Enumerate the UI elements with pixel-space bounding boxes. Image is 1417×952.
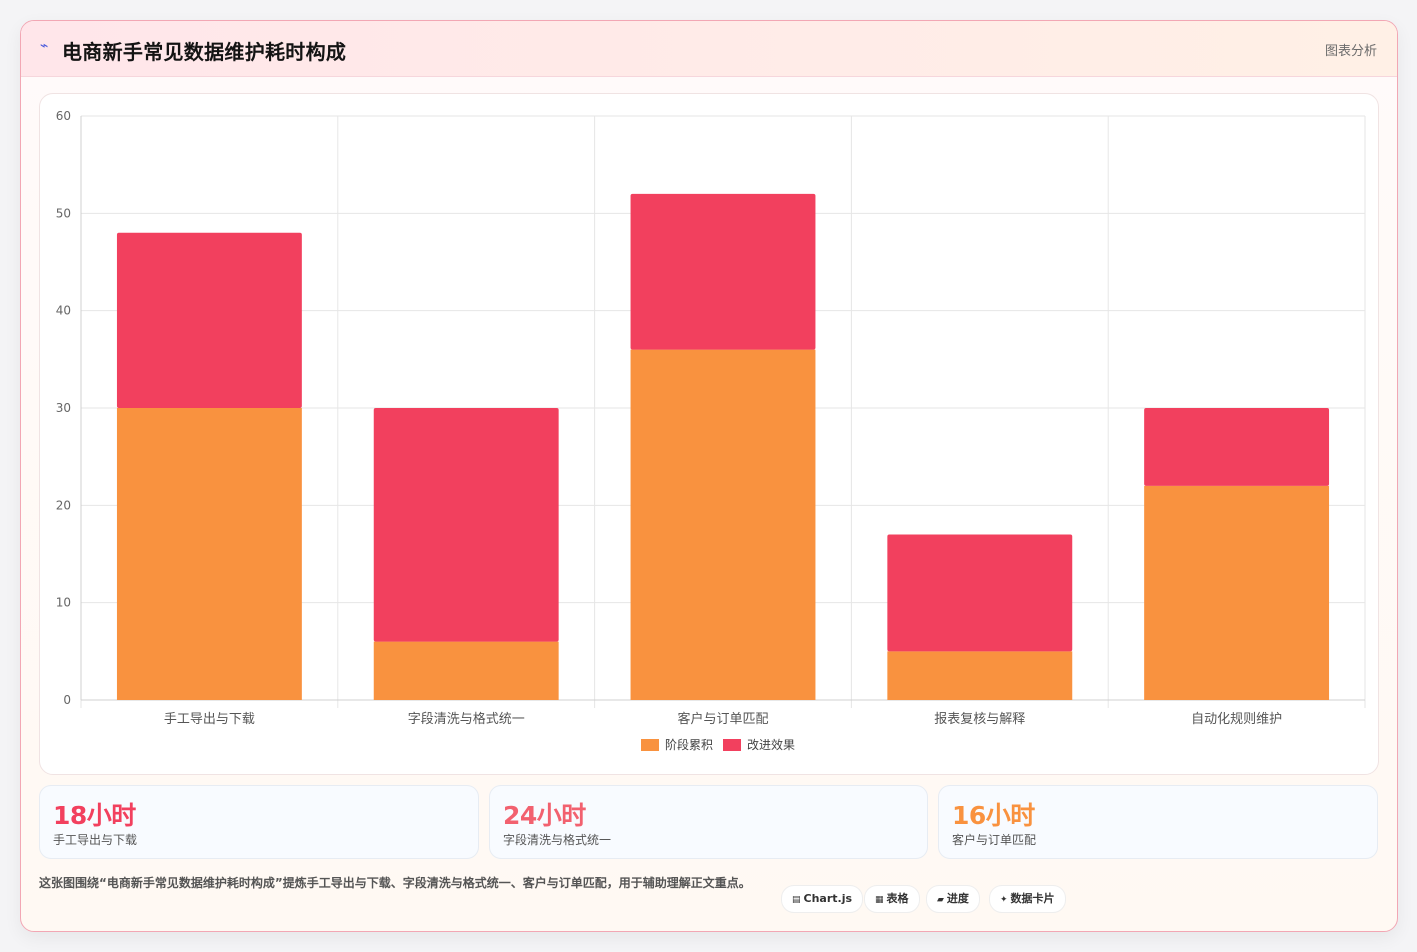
- legend-label: 改进效果: [747, 737, 795, 752]
- chart-title: 电商新手常见数据维护耗时构成: [62, 40, 347, 64]
- x-tick-label: 字段清洗与格式统一: [408, 711, 525, 727]
- x-tick-label: 客户与订单匹配: [677, 711, 768, 727]
- bar-stage: [630, 349, 816, 700]
- chart-tag: 图表分析: [1324, 44, 1377, 59]
- legend-swatch: [723, 739, 741, 751]
- bar-stage: [1144, 485, 1330, 700]
- stat-label: 手工导出与下载: [53, 833, 138, 847]
- chip-table[interactable]: ▦ 表格: [864, 885, 920, 913]
- stat-label: 客户与订单匹配: [952, 833, 1037, 847]
- stat-card-1: 18小时 手工导出与下载: [39, 785, 479, 859]
- chip-label: Chart.js: [803, 892, 853, 905]
- bar-improve: [116, 232, 302, 408]
- sparkle-icon: ✦: [1000, 895, 1008, 905]
- x-tick-label: 手工导出与下载: [164, 712, 255, 727]
- y-tick-label: 30: [56, 401, 71, 415]
- chip-label: 数据卡片: [1010, 892, 1055, 905]
- chart-area: 0 10 20 30 40 50 60 手工导出与下载 字段清洗与格式统一 客户与订单匹配 报表复核…: [39, 93, 1379, 775]
- y-tick-label: 20: [56, 498, 71, 512]
- chip-chartjs[interactable]: ▤ Chart.js: [781, 885, 864, 913]
- y-tick-label: 0: [63, 693, 71, 707]
- chart-description: 这张图围绕“电商新手常见数据维护耗时构成”提炼手工导出与下载、字段清洗与格式统一…: [39, 876, 751, 890]
- x-tick-label: 报表复核与解释: [934, 712, 1025, 727]
- stat-value: 16小时: [952, 801, 1035, 830]
- legend-label: 阶段累积: [665, 737, 713, 752]
- chip-data-card[interactable]: ✦ 数据卡片: [989, 885, 1066, 913]
- y-tick-label: 40: [56, 304, 71, 318]
- y-tick-label: 10: [56, 596, 71, 610]
- stat-value: 24小时: [503, 801, 586, 830]
- x-tick-label: 自动化规则维护: [1191, 712, 1282, 727]
- bar-improve: [1144, 408, 1330, 486]
- legend-swatch: [641, 739, 659, 751]
- bar-stage: [373, 641, 559, 700]
- stat-card-2: 24小时 字段清洗与格式统一: [489, 785, 928, 859]
- chip-progress[interactable]: ▰ 进度: [926, 885, 980, 913]
- stat-label: 字段清洗与格式统一: [503, 833, 612, 847]
- table-icon: ▦: [875, 895, 884, 905]
- stat-card-3: 16小时 客户与订单匹配: [938, 785, 1378, 859]
- y-tick-label: 60: [56, 109, 71, 123]
- stacked-bar-chart: 0 10 20 30 40 50 60 手工导出与下载 字段清洗与格式统一 客户与订单匹配 报表复核…: [56, 109, 1366, 752]
- bar-stage: [116, 408, 302, 700]
- lightning-icon: ⌁: [40, 38, 49, 54]
- bar-improve: [373, 408, 559, 642]
- bar-improve: [887, 534, 1073, 652]
- y-tick-label: 50: [56, 206, 71, 220]
- bar-improve: [630, 193, 816, 350]
- progress-icon: ▰: [937, 895, 944, 905]
- stat-value: 18小时: [53, 801, 136, 830]
- chip-label: 表格: [886, 892, 909, 905]
- chart-icon: ▤: [792, 895, 801, 905]
- chart-card: ⌁ 电商新手常见数据维护耗时构成 图表分析 0 10 20 30 40 50 60 手工导出与…: [20, 20, 1398, 932]
- chip-label: 进度: [946, 892, 969, 905]
- bar-stage: [887, 651, 1073, 700]
- card-header: ⌁ 电商新手常见数据维护耗时构成 图表分析: [21, 21, 1397, 77]
